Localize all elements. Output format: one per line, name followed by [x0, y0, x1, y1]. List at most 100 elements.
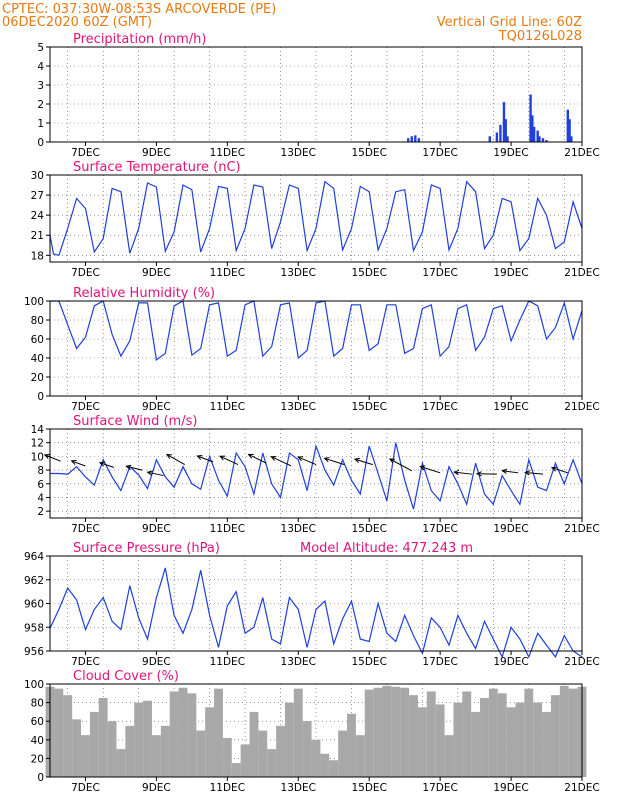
- x-tick-label: 15DEC: [351, 782, 386, 794]
- precip-bar: [502, 102, 506, 142]
- chart-panel-2: 0 20 40 60 80 100 7DEC 9DEC 11DEC 13DEC 15DEC 17DEC…: [24, 286, 600, 413]
- wind-arrow: [219, 455, 239, 466]
- wind-arrow-head: [146, 470, 153, 476]
- cloud-bar: [89, 711, 99, 777]
- x-tick-label: 7DEC: [71, 401, 100, 413]
- x-tick-label: 11DEC: [210, 401, 245, 413]
- cloud-bar: [347, 713, 356, 777]
- cloud-bar: [506, 707, 516, 777]
- y-tick-label: 4: [37, 61, 44, 73]
- x-tick-label: 7DEC: [71, 147, 100, 159]
- series-line: [50, 442, 583, 510]
- plot-frame: [49, 428, 583, 519]
- wind-arrow: [324, 457, 345, 466]
- x-tick-label: 21DEC: [564, 147, 599, 159]
- cloud-bar: [373, 687, 383, 777]
- cloud-bar: [435, 704, 445, 777]
- cloud-bar: [63, 695, 73, 777]
- cloud-bar: [54, 688, 64, 777]
- wind-arrow: [354, 458, 373, 466]
- chart-panel-4: 956 958 960 962 964 7DEC 9DEC 11DEC 13DEC 15DEC 17…: [24, 541, 600, 668]
- y-tick-label: 80: [31, 698, 44, 710]
- x-tick-label: 21DEC: [564, 523, 599, 535]
- cloud-bar: [258, 730, 268, 777]
- cloud-bar: [293, 688, 303, 777]
- wind-arrow-head: [125, 464, 132, 470]
- cloud-bar: [249, 711, 259, 777]
- y-tick-label: 2: [37, 99, 44, 111]
- wind-arrow: [502, 470, 519, 474]
- cloud-bar: [550, 695, 560, 777]
- cloud-bar: [178, 687, 188, 777]
- precip-bar: [488, 136, 491, 142]
- cloud-bar: [134, 702, 144, 777]
- y-tick-label: 5: [37, 42, 44, 54]
- wind-arrow-head: [196, 455, 203, 460]
- y-tick-label: 40: [31, 353, 44, 365]
- cloud-bar: [160, 725, 170, 777]
- precip-bar: [568, 119, 571, 142]
- cloud-bar: [98, 697, 108, 777]
- model-id: TQ0126L028: [498, 29, 582, 44]
- x-tick-label: 7DEC: [71, 267, 100, 279]
- panel-title: Cloud Cover (%): [73, 669, 179, 684]
- y-tick-label: 100: [24, 296, 44, 308]
- cloud-bar: [524, 688, 534, 777]
- wind-arrow: [248, 453, 267, 464]
- cloud-bar: [497, 693, 507, 777]
- x-tick-label: 7DEC: [71, 656, 100, 668]
- wind-arrow: [297, 456, 317, 466]
- wind-arrow-head: [501, 468, 508, 474]
- cloud-bar: [329, 760, 339, 777]
- precip-bar: [499, 124, 502, 142]
- wind-arrow: [525, 472, 544, 475]
- cloud-bar: [72, 719, 82, 777]
- precip-bar: [495, 132, 499, 142]
- wind-arrow-head: [353, 457, 360, 463]
- wind-arrow: [420, 466, 441, 474]
- precip-bar: [417, 138, 421, 142]
- cloud-bar: [125, 725, 135, 777]
- y-tick-label: 0: [37, 137, 44, 149]
- panel-title: Surface Wind (m/s): [73, 414, 197, 429]
- precip-bar: [532, 126, 536, 142]
- cloud-bar: [311, 739, 321, 777]
- panel-subtitle: Model Altitude: 477.243 m: [300, 541, 473, 556]
- cloud-bar: [214, 688, 223, 777]
- y-tick-label: 27: [31, 190, 44, 202]
- x-tick-label: 9DEC: [142, 147, 171, 159]
- y-tick-label: 958: [24, 622, 44, 634]
- precip-bar: [410, 136, 413, 142]
- cloud-bar: [391, 686, 401, 777]
- cloud-bar: [240, 744, 250, 777]
- cloud-bar: [320, 753, 330, 777]
- cloud-bar: [169, 691, 179, 777]
- cloud-bar: [426, 691, 436, 777]
- x-tick-label: 9DEC: [142, 523, 171, 535]
- y-tick-label: 962: [24, 575, 44, 587]
- panel-title: Surface Pressure (hPa): [73, 541, 220, 556]
- panel-title: Precipitation (mm/h): [73, 32, 206, 47]
- y-tick-label: 60: [31, 334, 44, 346]
- wind-arrow-head: [323, 457, 330, 463]
- y-tick-label: 40: [31, 735, 44, 747]
- precip-bar: [529, 94, 532, 142]
- wind-arrow: [71, 460, 86, 467]
- precip-bar: [541, 138, 545, 142]
- y-tick-label: 3: [37, 80, 44, 92]
- cloud-bar: [205, 707, 215, 777]
- precip-bar: [414, 135, 417, 142]
- wind-arrow-head: [550, 466, 557, 472]
- x-tick-label: 15DEC: [351, 147, 386, 159]
- wind-arrow: [147, 471, 164, 477]
- cloud-bar: [302, 721, 312, 777]
- y-tick-label: 24: [31, 210, 45, 222]
- x-tick-label: 21DEC: [564, 656, 599, 668]
- wind-arrow: [99, 462, 114, 468]
- x-tick-label: 11DEC: [210, 147, 245, 159]
- y-tick-label: 956: [24, 646, 44, 658]
- y-tick-label: 60: [31, 716, 44, 728]
- plot-frame: [49, 46, 583, 143]
